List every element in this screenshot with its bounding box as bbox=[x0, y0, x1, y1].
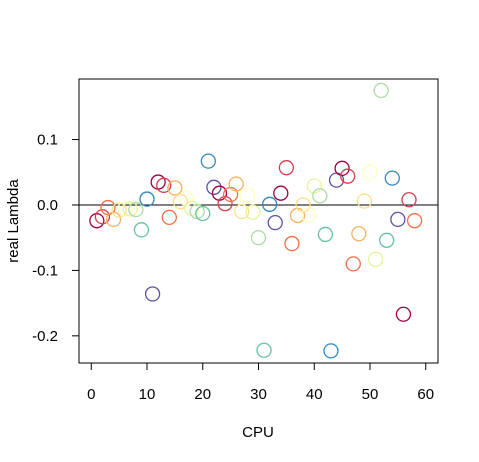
data-point bbox=[351, 226, 367, 242]
data-point bbox=[278, 160, 295, 176]
data-point bbox=[156, 177, 172, 193]
data-point bbox=[250, 230, 267, 246]
data-point bbox=[128, 201, 144, 218]
data-point bbox=[178, 190, 194, 207]
x-tick-label: 40 bbox=[306, 386, 323, 403]
x-tick-label: 50 bbox=[362, 386, 379, 403]
data-point bbox=[395, 306, 412, 322]
data-point bbox=[406, 213, 423, 229]
x-tick-label: 60 bbox=[417, 386, 434, 403]
data-point bbox=[256, 342, 272, 358]
data-point bbox=[111, 202, 127, 218]
data-point bbox=[317, 226, 334, 243]
data-point bbox=[373, 82, 389, 99]
x-tick-label: 30 bbox=[250, 386, 267, 403]
x-axis-title: CPU bbox=[242, 424, 274, 441]
data-point bbox=[306, 178, 322, 194]
data-point bbox=[122, 201, 138, 217]
data-point bbox=[161, 209, 177, 226]
data-point bbox=[239, 187, 256, 203]
data-point bbox=[234, 203, 250, 220]
data-point bbox=[345, 256, 361, 272]
x-tick-label: 20 bbox=[194, 386, 211, 403]
data-point bbox=[94, 209, 111, 225]
data-point bbox=[334, 160, 350, 176]
data-point bbox=[367, 251, 384, 267]
data-point bbox=[228, 176, 244, 192]
y-tick-label: 0.0 bbox=[37, 197, 58, 214]
data-point bbox=[261, 196, 278, 212]
data-point bbox=[105, 211, 122, 228]
data-point bbox=[206, 179, 222, 195]
y-tick-label: -0.1 bbox=[32, 262, 58, 279]
data-point bbox=[273, 185, 289, 201]
data-point bbox=[200, 153, 216, 169]
x-tick-label: 10 bbox=[139, 386, 156, 403]
data-point bbox=[312, 188, 328, 204]
y-axis-title: real Lambda bbox=[5, 179, 22, 263]
data-point bbox=[167, 180, 183, 196]
data-points bbox=[89, 82, 423, 359]
data-point bbox=[384, 170, 400, 186]
plot-box bbox=[78, 78, 439, 364]
data-point bbox=[390, 211, 406, 228]
data-point bbox=[267, 214, 283, 231]
data-point bbox=[284, 235, 300, 252]
data-point bbox=[379, 232, 395, 248]
data-point bbox=[139, 191, 155, 207]
data-point bbox=[362, 164, 378, 180]
data-point bbox=[401, 192, 417, 208]
y-axis: -0.2 -0.1 0.0 0.1 bbox=[32, 132, 80, 345]
data-point bbox=[245, 204, 261, 220]
data-point bbox=[340, 168, 356, 184]
data-point bbox=[133, 222, 150, 238]
x-tick-label: 0 bbox=[87, 386, 95, 403]
data-point bbox=[89, 213, 105, 229]
data-point bbox=[356, 193, 373, 209]
data-point bbox=[301, 207, 317, 223]
data-point bbox=[117, 201, 133, 217]
y-tick-label: 0.1 bbox=[37, 132, 58, 149]
data-point bbox=[217, 196, 233, 212]
data-point bbox=[144, 286, 161, 302]
data-point bbox=[295, 197, 311, 213]
data-point bbox=[195, 205, 211, 222]
y-tick-label: -0.2 bbox=[32, 328, 58, 345]
data-point bbox=[323, 343, 339, 359]
x-axis: 0 10 20 30 40 50 60 bbox=[87, 362, 434, 403]
